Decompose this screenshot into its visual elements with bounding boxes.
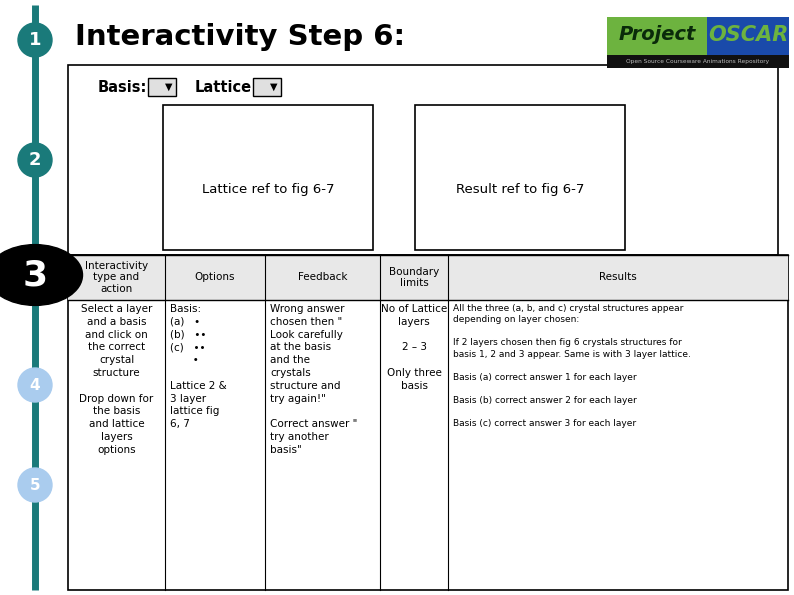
Text: All the three (a, b, and c) crystal structures appear
depending on layer chosen:: All the three (a, b, and c) crystal stru… <box>453 304 691 427</box>
Text: Results: Results <box>599 273 637 283</box>
Text: Boundary
limits: Boundary limits <box>389 267 439 289</box>
Circle shape <box>18 23 52 57</box>
FancyBboxPatch shape <box>163 105 373 250</box>
Text: Select a layer
and a basis
and click on
the correct
crystal
structure

Drop down: Select a layer and a basis and click on … <box>79 304 153 455</box>
Text: 5: 5 <box>29 478 40 493</box>
Text: ▼: ▼ <box>270 82 278 92</box>
Text: Lattice: Lattice <box>195 80 252 95</box>
Text: ▼: ▼ <box>165 82 173 92</box>
FancyBboxPatch shape <box>253 78 281 96</box>
Text: Project: Project <box>619 26 696 45</box>
Text: 2: 2 <box>29 151 41 169</box>
Circle shape <box>18 143 52 177</box>
Text: Result ref to fig 6-7: Result ref to fig 6-7 <box>456 183 584 196</box>
Text: 1: 1 <box>29 31 41 49</box>
FancyBboxPatch shape <box>148 78 176 96</box>
Text: Interactivity Step 6:: Interactivity Step 6: <box>75 23 405 51</box>
Text: Wrong answer
chosen then "
Look carefully
at the basis
and the
crystals
structur: Wrong answer chosen then " Look carefull… <box>270 304 357 455</box>
Text: OSCAR: OSCAR <box>707 25 788 45</box>
Text: No of Lattice
layers

2 – 3

Only three
basis: No of Lattice layers 2 – 3 Only three ba… <box>381 304 447 391</box>
FancyBboxPatch shape <box>607 55 789 68</box>
FancyBboxPatch shape <box>68 255 788 300</box>
FancyBboxPatch shape <box>68 255 788 590</box>
Text: 4: 4 <box>29 377 40 393</box>
Text: Open Source Courseware Animations Repository: Open Source Courseware Animations Reposi… <box>626 59 769 64</box>
Circle shape <box>18 468 52 502</box>
Text: Basis:: Basis: <box>98 80 148 95</box>
Ellipse shape <box>0 245 83 305</box>
Circle shape <box>18 368 52 402</box>
Text: Lattice ref to fig 6-7: Lattice ref to fig 6-7 <box>202 183 334 196</box>
FancyBboxPatch shape <box>68 65 778 255</box>
Text: 3: 3 <box>22 258 48 292</box>
FancyBboxPatch shape <box>707 17 789 55</box>
FancyBboxPatch shape <box>415 105 625 250</box>
Text: Feedback: Feedback <box>298 273 347 283</box>
FancyBboxPatch shape <box>607 17 707 55</box>
Text: Basis:
(a)   •
(b)   ••
(c)   ••
       •

Lattice 2 &
3 layer
lattice fig
6, 7: Basis: (a) • (b) •• (c) •• • Lattice 2 &… <box>170 304 227 429</box>
Text: Interactivity
type and
action: Interactivity type and action <box>85 261 148 294</box>
Text: Options: Options <box>195 273 235 283</box>
